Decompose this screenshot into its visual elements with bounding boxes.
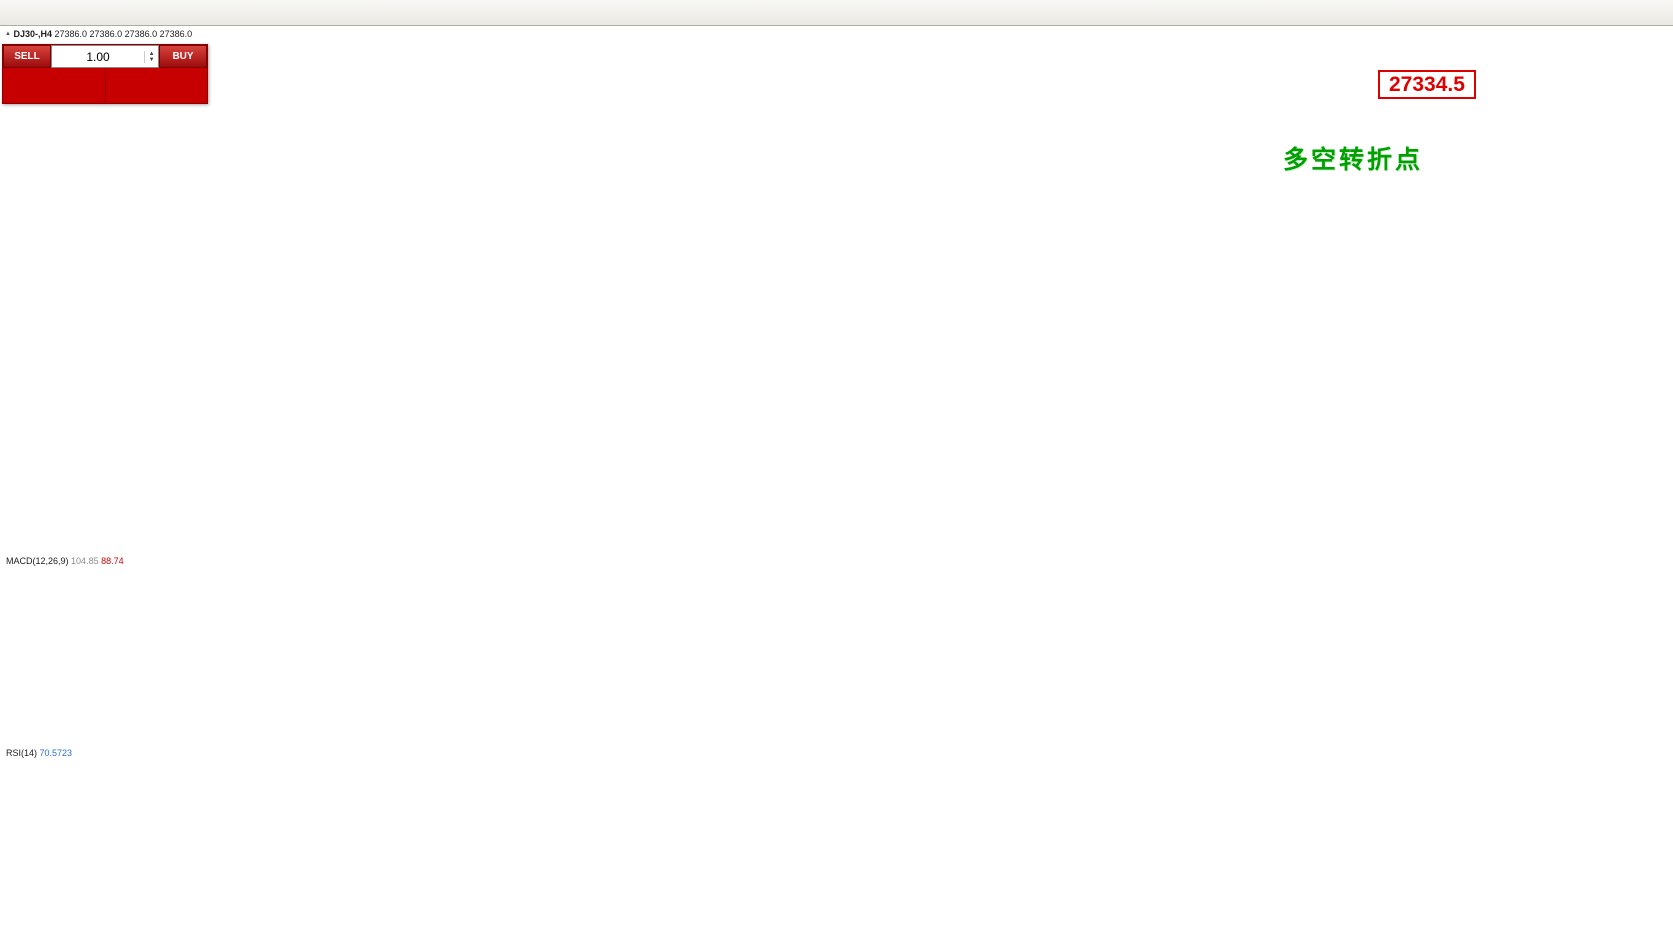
collapse-arrow-icon[interactable]: ▲ — [5, 31, 11, 37]
rsi-name: RSI(14) — [6, 748, 38, 758]
macd-name: MACD(12,26,9) — [6, 556, 69, 566]
rsi-label: RSI(14) 70.5723 — [6, 748, 72, 758]
buy-button[interactable]: BUY — [159, 45, 207, 68]
volume-input[interactable] — [52, 49, 145, 64]
price-callout: 27334.5 — [1378, 70, 1476, 99]
chart-ohlc-header: ▲ DJ30-,H4 27386.0 27386.0 27386.0 27386… — [5, 29, 192, 39]
macd-main-value: 104.85 — [71, 556, 99, 566]
volume-box: ▲▼ — [51, 45, 159, 68]
macd-label: MACD(12,26,9) 104.85 88.74 — [6, 556, 124, 566]
toolbar — [0, 0, 1673, 26]
chart-annotation: 多空转折点 — [1283, 146, 1424, 174]
rsi-value: 70.5723 — [39, 748, 73, 758]
one-click-trading-panel: SELL ▲▼ BUY — [2, 44, 208, 104]
chart-symbol: DJ30-,H4 — [13, 29, 52, 39]
sell-price-button[interactable] — [3, 68, 106, 103]
spinner-up-icon[interactable]: ▲ — [148, 50, 155, 57]
chart-ohlc-values: 27386.0 27386.0 27386.0 27386.0 — [54, 29, 193, 39]
volume-spinner[interactable]: ▲ ▼ — [144, 50, 158, 63]
sell-button[interactable]: SELL — [3, 45, 51, 68]
macd-signal-value: 88.74 — [101, 556, 124, 566]
buy-price-button[interactable] — [105, 68, 207, 103]
spinner-down-icon[interactable]: ▼ — [148, 56, 155, 63]
